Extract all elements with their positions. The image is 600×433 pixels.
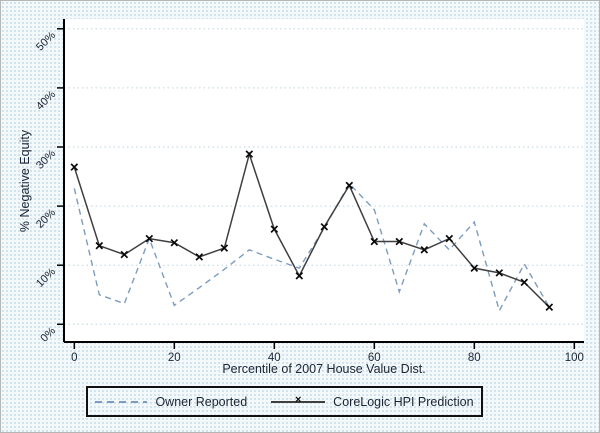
x-marker <box>445 234 454 243</box>
x-marker <box>120 250 129 259</box>
x-marker <box>245 150 254 158</box>
x-tick-label: 0 <box>71 352 77 364</box>
x-marker <box>70 163 79 171</box>
corelogic-line <box>73 151 550 308</box>
x-marker <box>345 181 354 190</box>
x-marker <box>145 234 154 243</box>
x-tick-label: 80 <box>468 352 481 364</box>
x-marker <box>520 278 529 287</box>
y-tick-label: 0% <box>38 325 58 345</box>
x-marker <box>420 246 429 254</box>
y-tick-label: 10% <box>34 266 58 290</box>
x-marker <box>220 244 229 252</box>
legend-item-owner-reported: Owner Reported <box>95 395 247 409</box>
series-corelogic <box>70 150 554 311</box>
y-tick-label: 30% <box>34 147 58 171</box>
x-axis-title: Percentile of 2007 House Value Dist. <box>222 362 426 376</box>
plot-area <box>64 19 584 342</box>
x-marker <box>195 253 204 261</box>
x-marker <box>370 237 379 246</box>
x-marker-icon: × <box>294 393 302 406</box>
x-marker <box>545 303 554 311</box>
y-tick-label: 40% <box>34 88 58 112</box>
x-marker <box>320 222 329 231</box>
x-marker <box>295 272 304 280</box>
x-tick-label: 40 <box>268 352 281 364</box>
gridlines <box>64 28 584 325</box>
y-axis-title: % Negative Equity <box>18 129 32 233</box>
dashed-line-sample-icon <box>95 400 148 403</box>
y-tick-label: 20% <box>34 207 58 231</box>
legend-item-corelogic: × CoreLogic HPI Prediction <box>271 394 474 409</box>
x-marker <box>270 225 279 233</box>
x-axis: 0 20 40 60 80 100 <box>64 341 584 364</box>
x-marker <box>95 241 104 250</box>
x-tick-label: 20 <box>168 352 181 364</box>
x-marker <box>470 264 479 272</box>
solid-line-sample-icon: × <box>271 394 326 406</box>
x-marker <box>495 269 504 277</box>
legend-label-corelogic: CoreLogic HPI Prediction <box>333 394 474 409</box>
y-axis: 0% 10% 20% 30% 40% 50% <box>34 19 65 345</box>
x-tick-label: 100 <box>565 352 584 364</box>
x-tick-label: 60 <box>368 352 381 364</box>
x-marker <box>395 237 404 246</box>
legend: Owner Reported × CoreLogic HPI Predictio… <box>86 386 483 417</box>
y-tick-label: 50% <box>34 29 58 53</box>
x-marker <box>170 238 179 247</box>
legend-label-owner-reported: Owner Reported <box>155 394 248 409</box>
